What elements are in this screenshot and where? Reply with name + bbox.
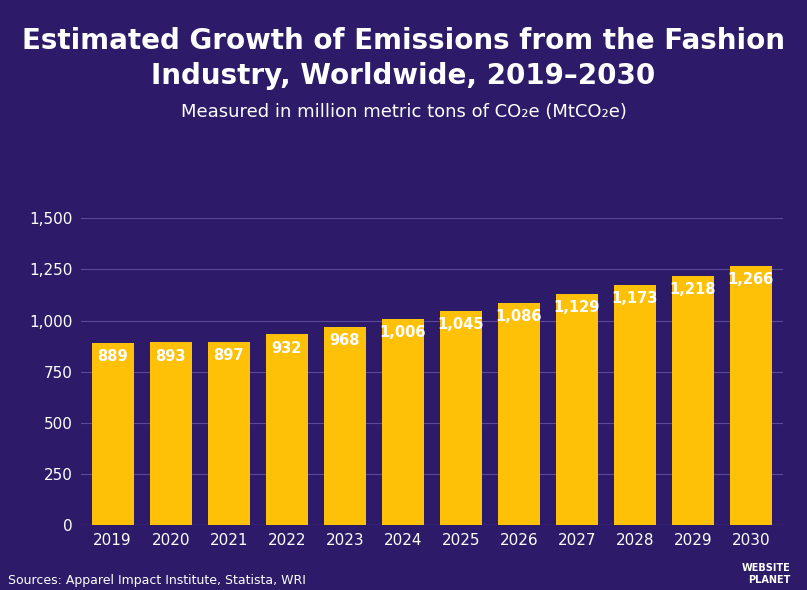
Text: 1,129: 1,129 bbox=[554, 300, 600, 315]
Text: 1,045: 1,045 bbox=[437, 317, 484, 333]
Text: Sources: Apparel Impact Institute, Statista, WRI: Sources: Apparel Impact Institute, Stati… bbox=[8, 574, 306, 587]
Bar bbox=[207, 342, 249, 525]
Bar bbox=[324, 327, 366, 525]
Text: Estimated Growth of Emissions from the Fashion: Estimated Growth of Emissions from the F… bbox=[22, 27, 785, 54]
Text: 1,218: 1,218 bbox=[670, 282, 716, 297]
Text: 893: 893 bbox=[156, 349, 186, 363]
Text: 1,173: 1,173 bbox=[612, 291, 658, 306]
Bar bbox=[614, 285, 656, 525]
Bar bbox=[498, 303, 540, 525]
Text: Industry, Worldwide, 2019–2030: Industry, Worldwide, 2019–2030 bbox=[152, 62, 655, 90]
Text: 1,086: 1,086 bbox=[495, 309, 542, 324]
Bar bbox=[556, 294, 598, 525]
Bar bbox=[150, 342, 191, 525]
Text: 1,006: 1,006 bbox=[379, 326, 426, 340]
Bar bbox=[440, 312, 482, 525]
Text: 889: 889 bbox=[98, 349, 128, 365]
Text: 932: 932 bbox=[271, 340, 302, 356]
Bar bbox=[382, 319, 424, 525]
Text: WEBSITE
PLANET: WEBSITE PLANET bbox=[742, 563, 791, 585]
Text: 897: 897 bbox=[213, 348, 244, 363]
Bar bbox=[266, 335, 307, 525]
Bar bbox=[730, 266, 771, 525]
Text: 968: 968 bbox=[329, 333, 360, 348]
Text: 1,266: 1,266 bbox=[728, 273, 774, 287]
Bar bbox=[672, 276, 713, 525]
Text: Measured in million metric tons of CO₂e (MtCO₂e): Measured in million metric tons of CO₂e … bbox=[181, 103, 626, 122]
Bar bbox=[92, 343, 133, 525]
